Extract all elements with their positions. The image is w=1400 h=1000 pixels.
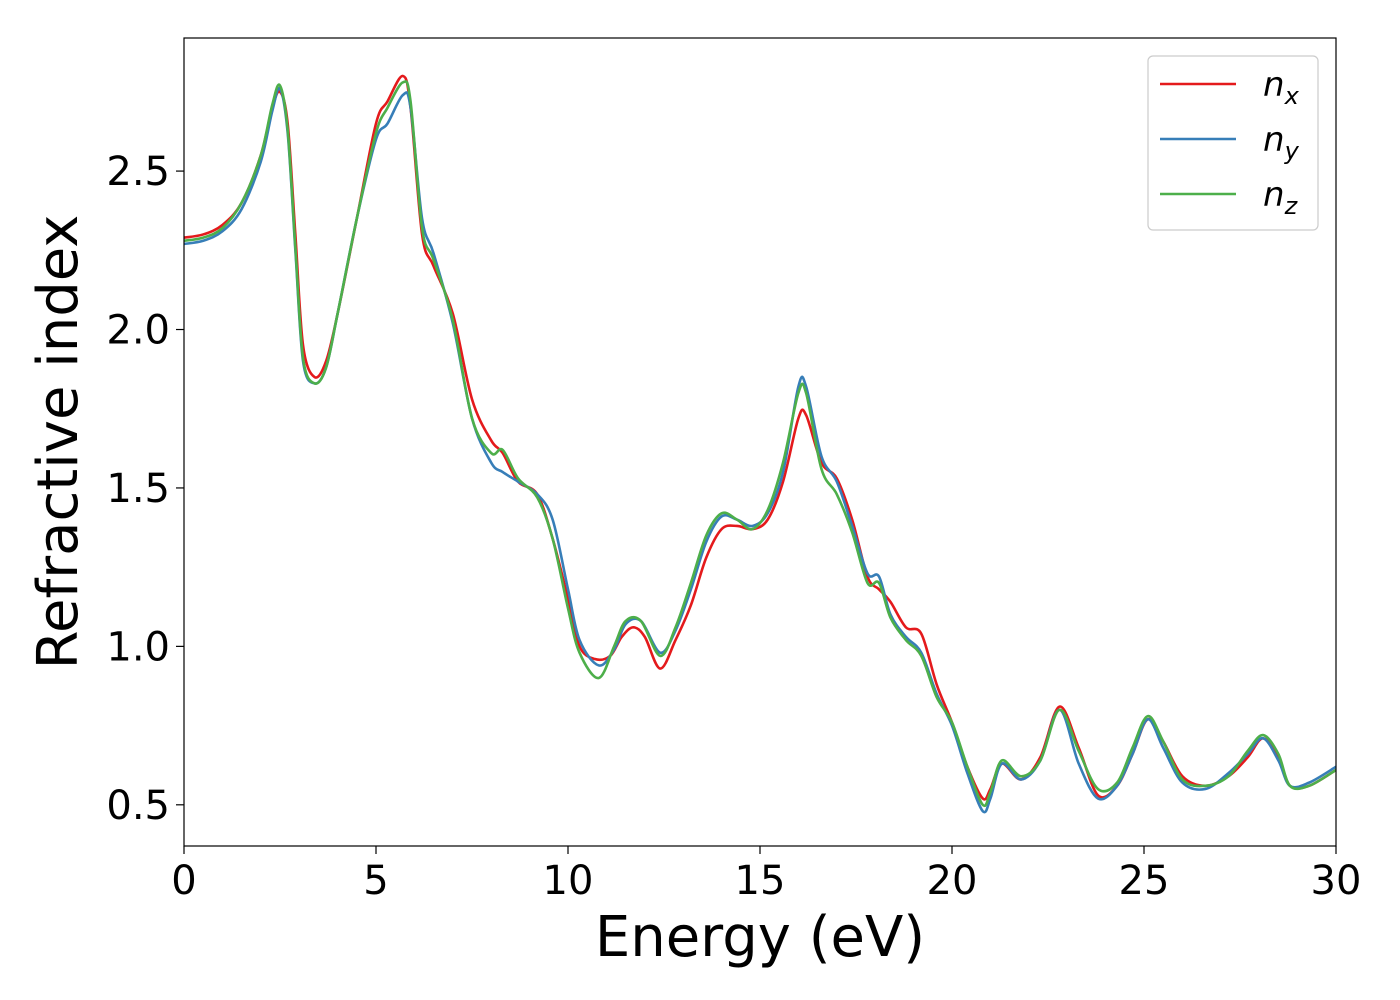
series-layer <box>184 74 1336 814</box>
x-tick-label: 5 <box>363 858 388 904</box>
legend-subscript: z <box>1284 192 1299 220</box>
legend-label: nx <box>1263 65 1300 110</box>
legend-box <box>1147 55 1319 231</box>
y-tick-label: 2.0 <box>106 308 170 354</box>
x-tick-label: 15 <box>735 858 786 904</box>
ticks-layer: 0 5 10 15 20 25 30 0.5 1.0 1.5 2.0 2.5 <box>106 149 1361 904</box>
y-tick-label: 2.5 <box>106 149 170 195</box>
y-tick-label: 0.5 <box>106 783 170 829</box>
x-tick-label: 30 <box>1311 858 1362 904</box>
x-tick-label: 0 <box>171 858 196 904</box>
y-tick-label: 1.5 <box>106 466 170 512</box>
x-tick-label: 25 <box>1119 858 1170 904</box>
x-axis-title: Energy (eV) <box>595 905 925 970</box>
y-tick-label: 1.0 <box>106 624 170 670</box>
series-line-n-z <box>184 80 1336 808</box>
x-tick-label: 10 <box>543 858 594 904</box>
legend-subscript: y <box>1284 137 1300 165</box>
y-axis-title: Refractive index <box>26 215 91 670</box>
legend-subscript: x <box>1284 82 1300 110</box>
x-tick-label: 20 <box>927 858 978 904</box>
